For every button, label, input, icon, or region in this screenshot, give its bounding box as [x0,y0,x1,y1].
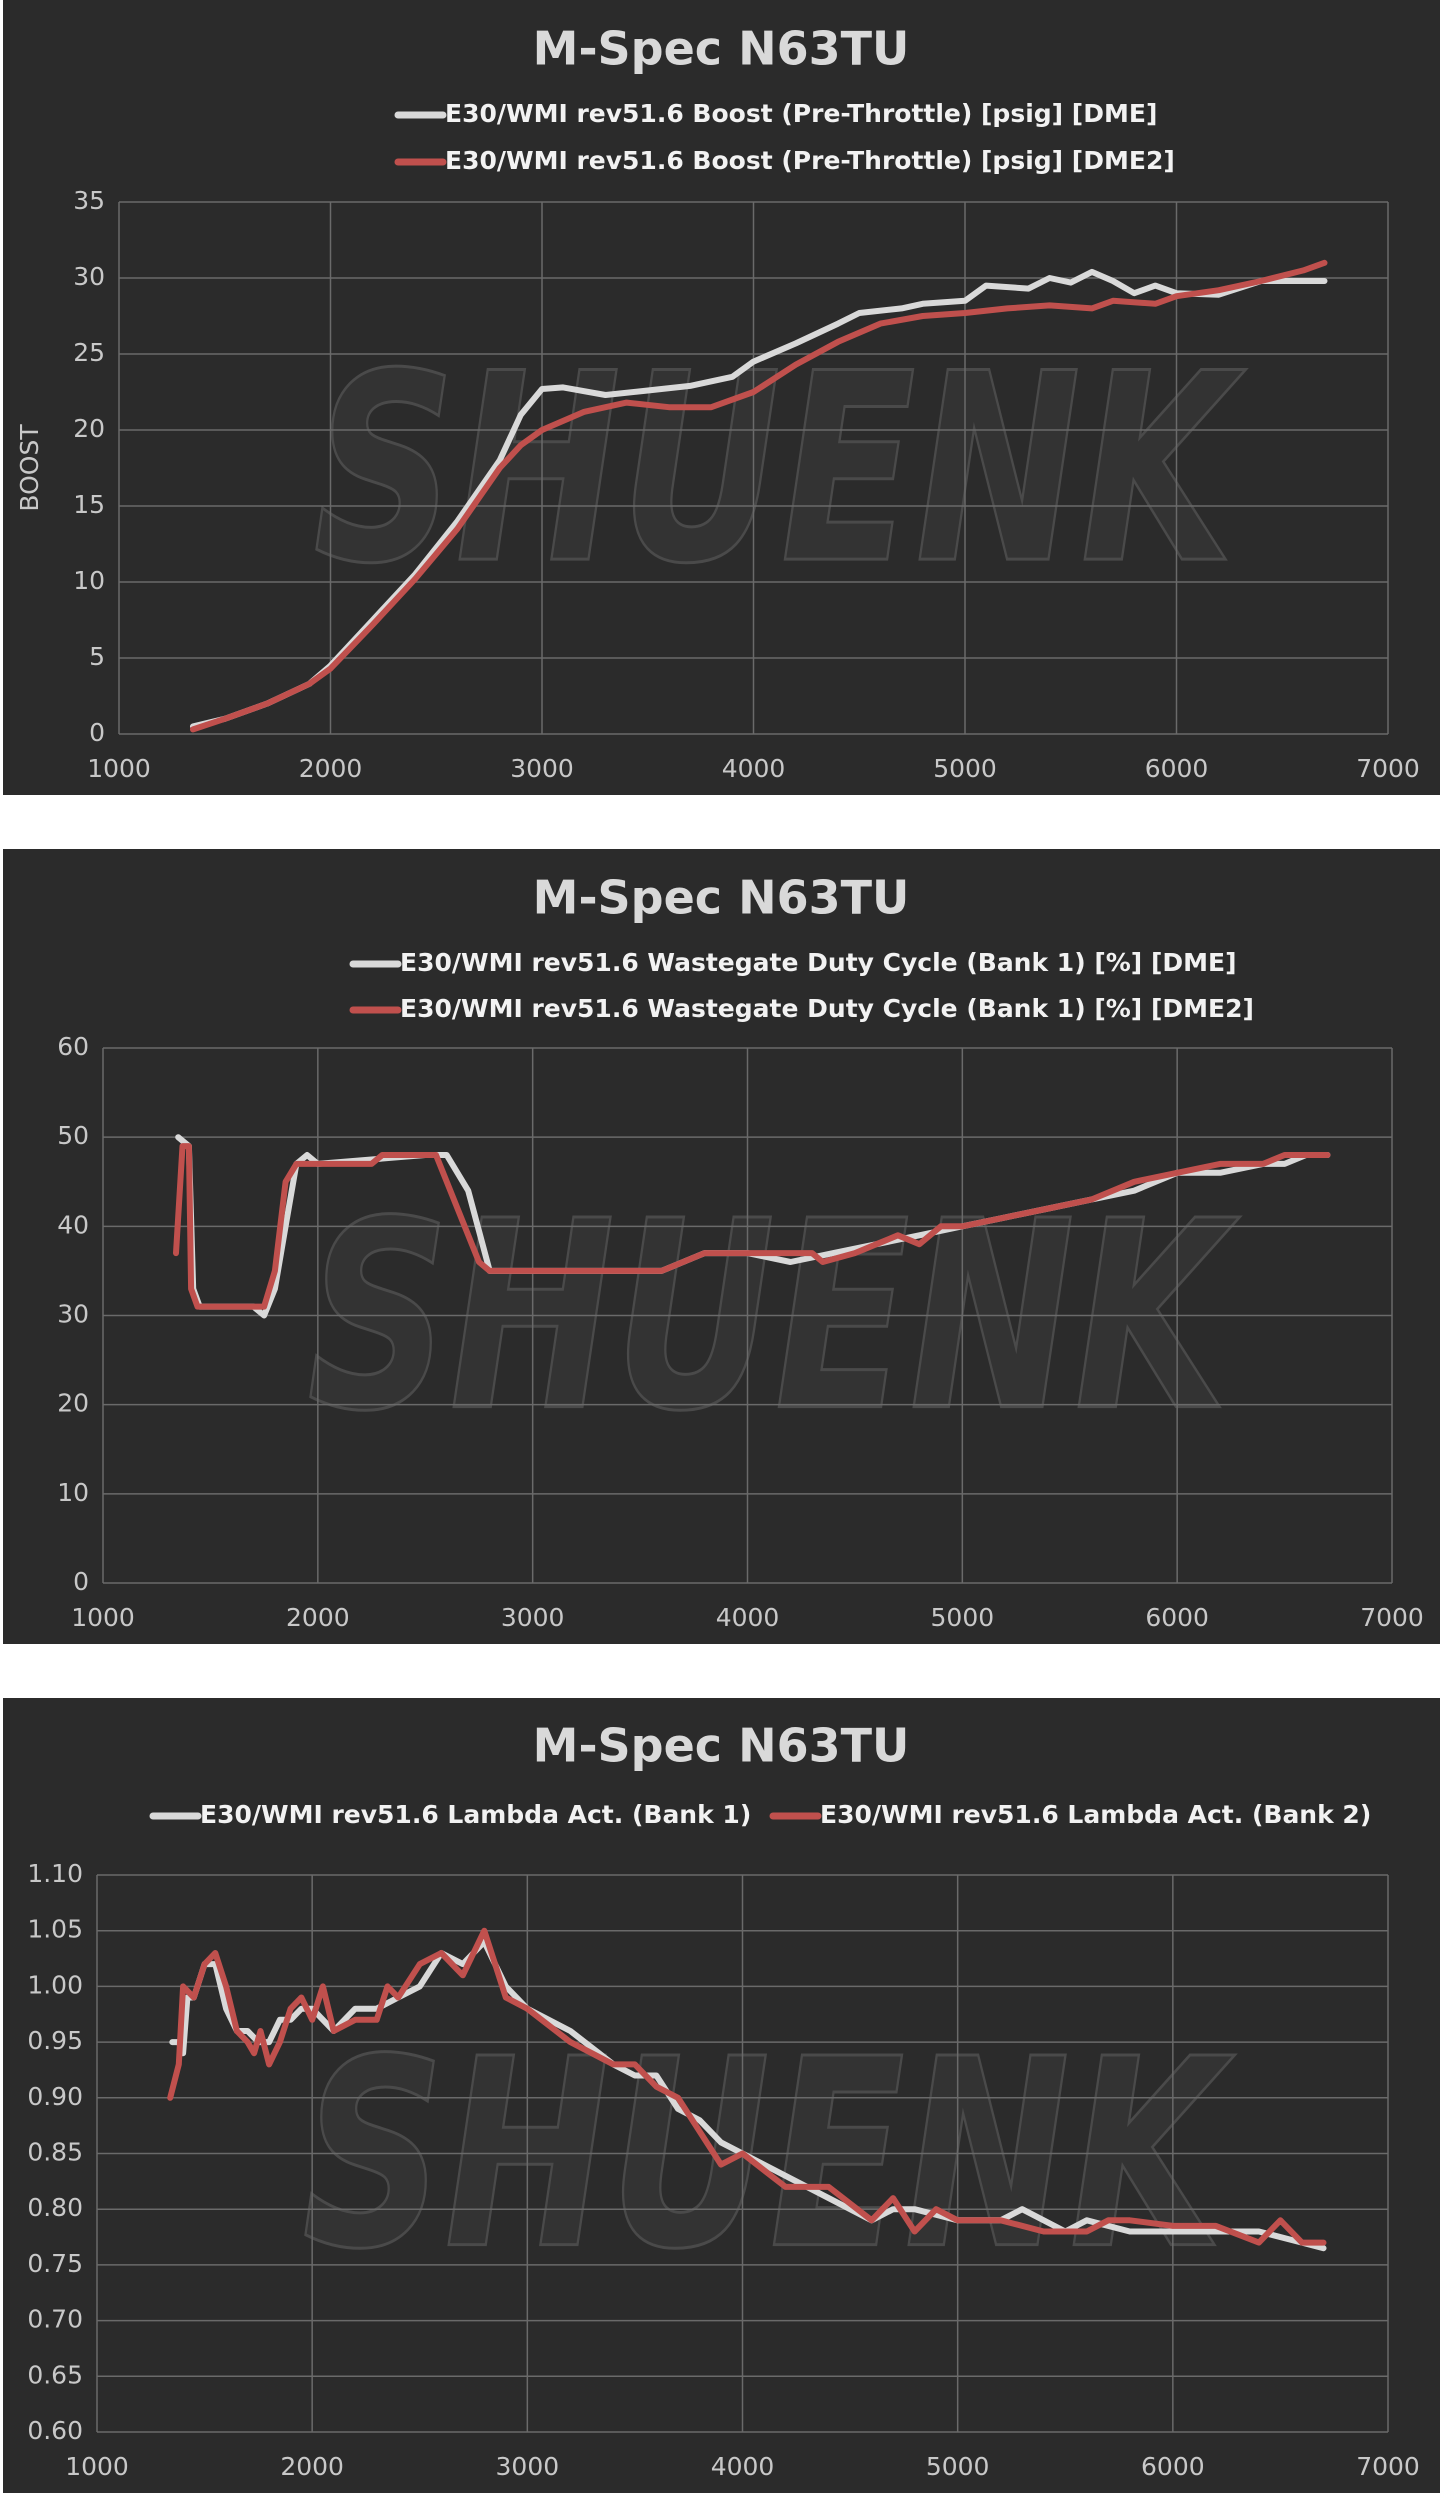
y-tick-label: 0.85 [27,2138,83,2167]
x-tick-label: 1000 [87,754,151,783]
legend-label: E30/WMI rev51.6 Boost (Pre-Throttle) [ps… [445,99,1157,128]
x-tick-label: 3000 [510,754,574,783]
x-tick-label: 2000 [299,754,363,783]
series-line [190,259,1328,733]
y-tick-label: 30 [57,1300,89,1329]
x-tick-label: 5000 [933,754,997,783]
x-tick-label: 7000 [1356,2452,1420,2481]
x-tick-label: 3000 [496,2452,560,2481]
x-tick-label: 6000 [1145,1603,1209,1632]
x-tick-label: 7000 [1360,1603,1424,1632]
series-line [167,1927,1327,2246]
watermark: SHUENK [314,319,1248,621]
chart-title: M-Spec N63TU [533,22,910,76]
y-tick-label: 0.60 [27,2416,83,2445]
x-tick-label: 7000 [1356,754,1420,783]
x-tick-label: 1000 [71,1603,135,1632]
x-tick-label: 5000 [926,2452,990,2481]
y-tick-label: 0.75 [27,2249,83,2278]
legend-label: E30/WMI rev51.6 Wastegate Duty Cycle (Ba… [400,994,1254,1023]
y-tick-label: 10 [73,566,105,595]
y-tick-label: 0.90 [27,2082,83,2111]
y-tick-label: 35 [73,186,105,215]
chart-title: M-Spec N63TU [533,871,910,925]
y-tick-label: 0.95 [27,2026,83,2055]
x-tick-label: 2000 [286,1603,350,1632]
x-tick-label: 6000 [1141,2452,1205,2481]
y-tick-label: 0 [89,718,105,747]
legend-label: E30/WMI rev51.6 Wastegate Duty Cycle (Ba… [400,948,1237,977]
x-tick-label: 6000 [1145,754,1209,783]
series-line [190,268,1328,730]
y-tick-label: 20 [73,414,105,443]
y-tick-label: 30 [73,262,105,291]
y-tick-label: 15 [73,490,105,519]
watermark: SHUENK [303,2005,1237,2307]
y-tick-label: 40 [57,1210,89,1239]
y-tick-label: 0.65 [27,2360,83,2389]
y-tick-label: 0 [73,1567,89,1596]
y-tick-label: 50 [57,1121,89,1150]
x-tick-label: 1000 [65,2452,129,2481]
x-tick-label: 4000 [722,754,786,783]
legend-label: E30/WMI rev51.6 Lambda Act. (Bank 2) [820,1800,1371,1829]
x-tick-label: 5000 [931,1603,995,1632]
wastegate-chart: SHUENK M-Spec N63TU 0 10 20 30 40 50 60 1000 2000 3… [3,849,1440,1644]
y-tick-label: 25 [73,338,105,367]
y-tick-label: 20 [57,1389,89,1418]
y-tick-label: 0.80 [27,2193,83,2222]
y-tick-label: 5 [89,642,105,671]
chart-title: M-Spec N63TU [533,1719,910,1773]
y-tick-label: 60 [57,1032,89,1061]
y-axis-label: BOOST [15,424,44,512]
y-tick-label: 1.00 [27,1970,83,1999]
y-tick-label: 1.10 [27,1859,83,1888]
legend-label: E30/WMI rev51.6 Boost (Pre-Throttle) [ps… [445,146,1175,175]
x-tick-label: 3000 [501,1603,565,1632]
y-tick-label: 0.70 [27,2305,83,2334]
watermark: SHUENK [308,1167,1242,1469]
boost-chart: SHUENK M-Spec N63TU 0 5 10 15 20 25 30 35 1000 2000… [3,0,1440,795]
y-tick-label: 10 [57,1478,89,1507]
series-line [173,1143,1331,1310]
x-tick-label: 2000 [280,2452,344,2481]
y-tick-label: 1.05 [27,1915,83,1944]
lambda-chart: SHUENK M-Spec N63TU 0.60 0.65 0.70 0.75 0.80 0.… [3,1698,1440,2493]
legend-label: E30/WMI rev51.6 Lambda Act. (Bank 1) [200,1800,751,1829]
x-tick-label: 4000 [716,1603,780,1632]
x-tick-label: 4000 [711,2452,775,2481]
